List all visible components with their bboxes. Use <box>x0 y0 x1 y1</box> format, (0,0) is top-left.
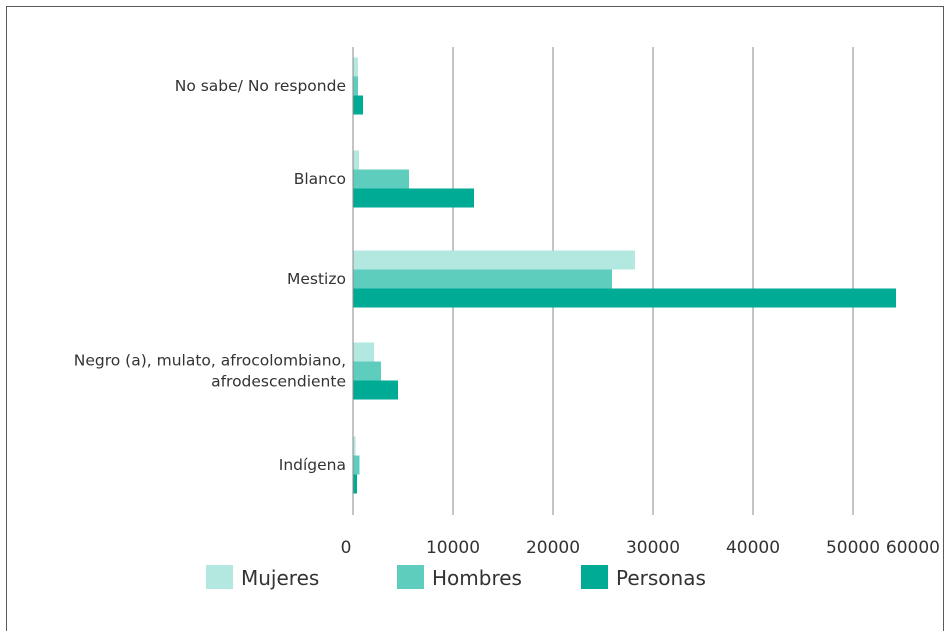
bar-hombres <box>353 455 360 475</box>
category-labels: No sabe/ No responde Blanco Mestizo Negro (… <box>74 77 346 474</box>
x-tick-label: 0 <box>341 538 352 558</box>
x-tick-labels: 0 10000 20000 30000 40000 50000 60000 <box>341 538 940 558</box>
legend-swatch <box>581 565 608 589</box>
x-tick-label: 20000 <box>526 538 580 558</box>
bar-hombres <box>353 169 409 189</box>
x-tick-label: 40000 <box>726 538 780 558</box>
legend-item-hombres: Hombres <box>397 565 522 590</box>
bar-mujeres <box>353 436 356 456</box>
bar-mujeres <box>353 250 635 270</box>
bar-hombres <box>353 361 381 381</box>
legend-label: Hombres <box>432 566 522 590</box>
bar-personas <box>353 380 398 400</box>
bar-personas <box>353 188 474 208</box>
bar-mujeres <box>353 57 358 77</box>
x-tick-label: 30000 <box>626 538 680 558</box>
bar-hombres <box>353 76 358 96</box>
legend-swatch <box>397 565 424 589</box>
x-tick-label: 10000 <box>426 538 480 558</box>
bar-mujeres <box>353 150 359 170</box>
bars <box>353 57 896 494</box>
bar-mujeres <box>353 342 374 362</box>
x-tick-label: 60000 <box>886 538 940 558</box>
legend-item-personas: Personas <box>581 565 706 590</box>
category-label: No sabe/ No responde <box>175 77 346 95</box>
legend-item-mujeres: Mujeres <box>206 565 319 590</box>
category-label: Indígena <box>279 456 346 474</box>
legend-swatch <box>206 565 233 589</box>
bar-hombres <box>353 269 612 289</box>
category-label: Mestizo <box>287 270 346 288</box>
legend-label: Personas <box>616 566 706 590</box>
legend-label: Mujeres <box>241 566 319 590</box>
legend: Mujeres Hombres Personas <box>206 565 706 590</box>
chart-frame <box>6 6 944 631</box>
bar-personas <box>353 474 357 494</box>
bar-personas <box>353 288 896 308</box>
category-label: Negro (a), mulato, afrocolombiano, <box>74 352 346 370</box>
bar-personas <box>353 95 363 115</box>
x-tick-label: 50000 <box>826 538 880 558</box>
category-label: Blanco <box>294 170 346 188</box>
category-label: afrodescendiente <box>211 373 346 391</box>
